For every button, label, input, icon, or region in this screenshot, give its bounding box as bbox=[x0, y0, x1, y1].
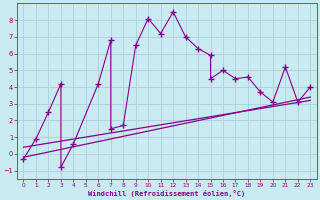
X-axis label: Windchill (Refroidissement éolien,°C): Windchill (Refroidissement éolien,°C) bbox=[88, 190, 245, 197]
